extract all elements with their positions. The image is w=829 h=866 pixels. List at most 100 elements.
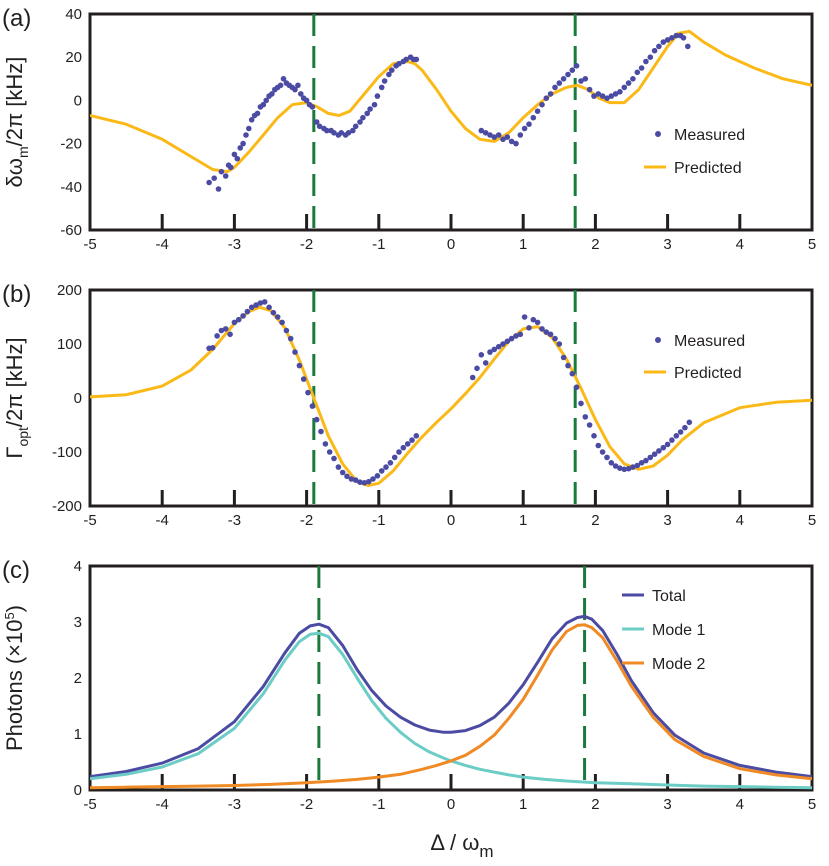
measured-point xyxy=(235,316,242,323)
measured-point xyxy=(651,47,658,54)
panel-label: (c) xyxy=(2,557,30,584)
measured-point xyxy=(228,164,234,171)
measured-point xyxy=(660,39,667,45)
measured-point xyxy=(270,309,277,316)
x-tick-label: -1 xyxy=(372,796,385,813)
measured-point xyxy=(638,65,645,71)
measured-point xyxy=(543,95,550,101)
measured-point xyxy=(396,60,402,67)
measured-point xyxy=(500,136,506,143)
x-axis-title-main: Δ / ω xyxy=(430,830,479,855)
measured-point xyxy=(621,84,628,91)
measured-point xyxy=(403,56,410,63)
measured-point xyxy=(569,67,576,73)
measured-point xyxy=(295,82,301,89)
measured-point xyxy=(573,63,580,69)
measured-point xyxy=(578,78,584,84)
x-tick-label: -3 xyxy=(228,512,241,529)
measured-point xyxy=(367,106,373,112)
y-axis-title-rest: /2π [kHz] xyxy=(2,57,27,147)
measured-point xyxy=(656,448,662,454)
measured-point xyxy=(389,67,395,73)
measured-point xyxy=(556,341,563,347)
measured-point xyxy=(357,479,363,486)
measured-point xyxy=(469,374,476,381)
measured-point xyxy=(305,389,311,396)
x-tick-label: 4 xyxy=(736,796,744,813)
measured-point xyxy=(595,442,602,449)
measured-point xyxy=(680,35,687,41)
measured-point xyxy=(634,462,641,469)
measured-point xyxy=(617,89,623,95)
panel-b: -5 -4 -3 -2 -1 0 1 2 3 4 5 -200 -100 0 100 200 Measured P… xyxy=(2,281,816,529)
measured-point xyxy=(326,449,333,455)
measured-point xyxy=(234,155,241,162)
measured-point xyxy=(413,433,420,439)
measured-point xyxy=(560,354,567,361)
measured-point xyxy=(269,91,275,97)
measured-point xyxy=(277,82,284,89)
measured-point xyxy=(578,400,584,407)
x-tick-label: -4 xyxy=(156,796,169,813)
y-tick-label: -200 xyxy=(52,498,82,515)
measured-point xyxy=(552,84,558,91)
measured-point xyxy=(608,93,615,99)
measured-point xyxy=(634,69,641,76)
panel-c: -5 -4 -3 -2 -1 0 1 2 3 4 5 0 1 2 3 4 Total Mode 1 Mode 2 (c… xyxy=(2,557,816,813)
measured-point xyxy=(374,93,381,99)
measured-point xyxy=(500,341,506,347)
measured-point xyxy=(215,186,222,192)
measured-point xyxy=(591,433,597,439)
measured-point xyxy=(404,441,411,447)
measured-point xyxy=(374,473,381,479)
y-tick-label: 2 xyxy=(74,670,82,687)
measured-point xyxy=(409,437,415,443)
measured-point xyxy=(526,325,532,331)
measured-point xyxy=(495,343,502,350)
measured-point xyxy=(396,449,402,455)
measured-point xyxy=(279,319,285,326)
measured-point xyxy=(227,331,233,338)
measured-point xyxy=(595,91,602,97)
y-axis-title-sub: m xyxy=(15,146,31,158)
x-tick-label: -5 xyxy=(83,512,96,529)
measured-point xyxy=(617,465,623,472)
x-tick-label: 0 xyxy=(447,796,455,813)
y-tick-label: 0 xyxy=(74,782,82,799)
measured-point xyxy=(300,376,307,382)
x-tick-label: 1 xyxy=(519,796,527,813)
y-tick-label: 100 xyxy=(57,336,82,353)
measured-point xyxy=(599,449,606,455)
measured-point xyxy=(625,80,632,86)
panel-a: -5 -4 -3 -2 -1 0 1 2 3 4 5 -60 -40 -20 0 20 40 Measured Pr… xyxy=(2,5,816,253)
x-tick-label: -1 xyxy=(372,512,385,529)
measured-point xyxy=(612,91,619,97)
measured-point xyxy=(591,93,597,99)
measured-point xyxy=(378,468,385,474)
measured-point xyxy=(309,403,316,409)
y-axis-title-rest: ) xyxy=(2,605,27,612)
y-tick-label: 20 xyxy=(65,49,82,66)
measured-point xyxy=(331,455,337,462)
series-line-total xyxy=(90,614,812,779)
legend-label: Total xyxy=(652,588,686,605)
measured-point xyxy=(222,326,229,332)
measured-point xyxy=(240,313,246,319)
measured-point xyxy=(474,365,480,372)
measured-point xyxy=(669,437,675,443)
measured-point xyxy=(621,466,628,473)
measured-point xyxy=(378,84,385,91)
measured-point xyxy=(318,428,324,435)
measured-point xyxy=(313,416,320,423)
measured-point xyxy=(266,304,272,311)
x-tick-label: 5 xyxy=(808,512,816,529)
measured-point xyxy=(331,130,337,136)
x-tick-label: -1 xyxy=(372,236,385,253)
measured-point xyxy=(218,327,225,334)
y-tick-label: -20 xyxy=(60,136,82,153)
measured-point xyxy=(322,441,329,447)
measured-point xyxy=(530,114,537,121)
measured-point xyxy=(556,80,563,86)
measured-point xyxy=(248,117,255,123)
measured-point xyxy=(237,145,243,151)
